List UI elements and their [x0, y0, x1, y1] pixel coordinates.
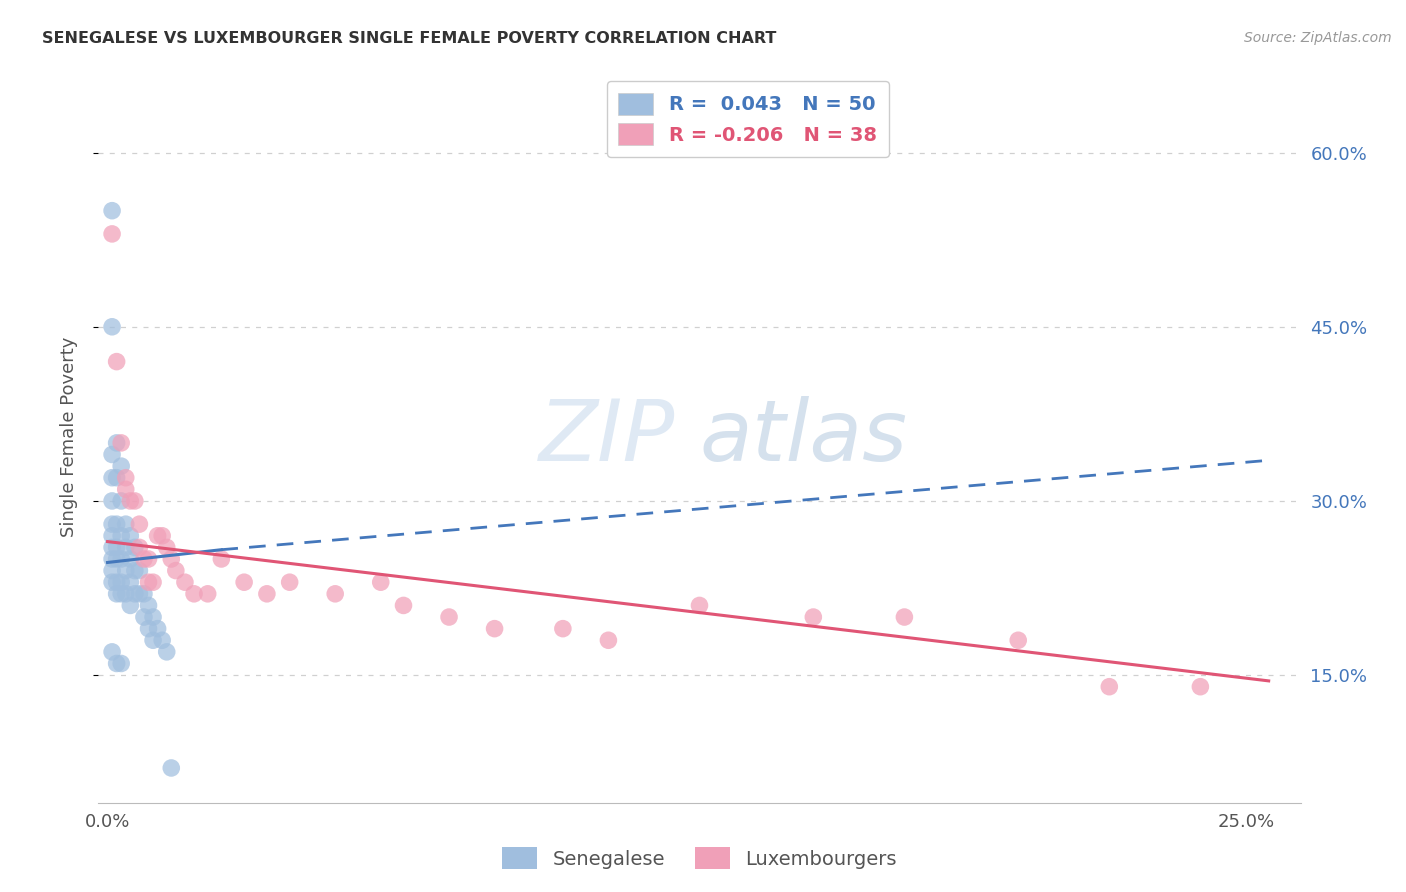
Point	[150, 529, 173, 543]
Point	[101, 494, 124, 508]
Point	[142, 575, 165, 590]
Point	[110, 552, 132, 566]
Point	[146, 622, 169, 636]
Y-axis label: Single Female Poverty: Single Female Poverty	[59, 337, 77, 537]
Point	[114, 564, 136, 578]
Point	[105, 587, 128, 601]
Point	[110, 587, 132, 601]
Point	[142, 633, 165, 648]
Point	[150, 633, 173, 648]
Point	[233, 575, 256, 590]
Point	[142, 610, 165, 624]
Point	[105, 436, 128, 450]
Point	[128, 587, 150, 601]
Point	[101, 645, 124, 659]
Point	[132, 610, 155, 624]
Point	[688, 599, 710, 613]
Point	[1098, 680, 1121, 694]
Point	[114, 471, 136, 485]
Point	[105, 541, 128, 555]
Point	[197, 587, 219, 601]
Point	[323, 587, 346, 601]
Point	[165, 564, 187, 578]
Point	[174, 575, 197, 590]
Point	[120, 494, 142, 508]
Point	[370, 575, 392, 590]
Point	[124, 564, 146, 578]
Point	[120, 599, 142, 613]
Point	[105, 657, 128, 671]
Point	[101, 529, 124, 543]
Point	[183, 587, 205, 601]
Point	[110, 529, 132, 543]
Point	[101, 575, 124, 590]
Point	[138, 552, 160, 566]
Point	[392, 599, 415, 613]
Point	[120, 529, 142, 543]
Point	[101, 471, 124, 485]
Point	[105, 552, 128, 566]
Point	[124, 541, 146, 555]
Point	[101, 448, 124, 462]
Point	[110, 575, 132, 590]
Text: SENEGALESE VS LUXEMBOURGER SINGLE FEMALE POVERTY CORRELATION CHART: SENEGALESE VS LUXEMBOURGER SINGLE FEMALE…	[42, 31, 776, 46]
Point	[101, 552, 124, 566]
Point	[105, 517, 128, 532]
Point	[110, 459, 132, 474]
Point	[598, 633, 620, 648]
Point	[105, 575, 128, 590]
Point	[110, 494, 132, 508]
Point	[110, 657, 132, 671]
Point	[1189, 680, 1212, 694]
Point	[128, 564, 150, 578]
Point	[160, 761, 183, 775]
Point	[101, 541, 124, 555]
Point	[114, 587, 136, 601]
Point	[138, 622, 160, 636]
Text: Source: ZipAtlas.com: Source: ZipAtlas.com	[1244, 31, 1392, 45]
Point	[551, 622, 574, 636]
Point	[132, 552, 155, 566]
Point	[114, 483, 136, 497]
Point	[256, 587, 278, 601]
Point	[146, 529, 169, 543]
Point	[437, 610, 460, 624]
Point	[128, 517, 150, 532]
Point	[278, 575, 301, 590]
Point	[1007, 633, 1029, 648]
Point	[101, 227, 124, 241]
Point	[893, 610, 915, 624]
Point	[209, 552, 232, 566]
Point	[114, 517, 136, 532]
Point	[128, 541, 150, 555]
Point	[484, 622, 506, 636]
Point	[101, 517, 124, 532]
Point	[138, 599, 160, 613]
Point	[110, 436, 132, 450]
Point	[156, 645, 179, 659]
Point	[124, 494, 146, 508]
Point	[105, 471, 128, 485]
Point	[156, 541, 179, 555]
Point	[101, 564, 124, 578]
Text: atlas: atlas	[700, 395, 907, 479]
Point	[124, 587, 146, 601]
Point	[105, 354, 128, 368]
Point	[132, 587, 155, 601]
Point	[120, 575, 142, 590]
Legend: Senegalese, Luxembourgers: Senegalese, Luxembourgers	[495, 839, 904, 877]
Point	[160, 552, 183, 566]
Point	[114, 541, 136, 555]
Point	[101, 319, 124, 334]
Text: ZIP: ZIP	[538, 395, 675, 479]
Point	[101, 203, 124, 218]
Point	[138, 575, 160, 590]
Point	[120, 552, 142, 566]
Point	[801, 610, 824, 624]
